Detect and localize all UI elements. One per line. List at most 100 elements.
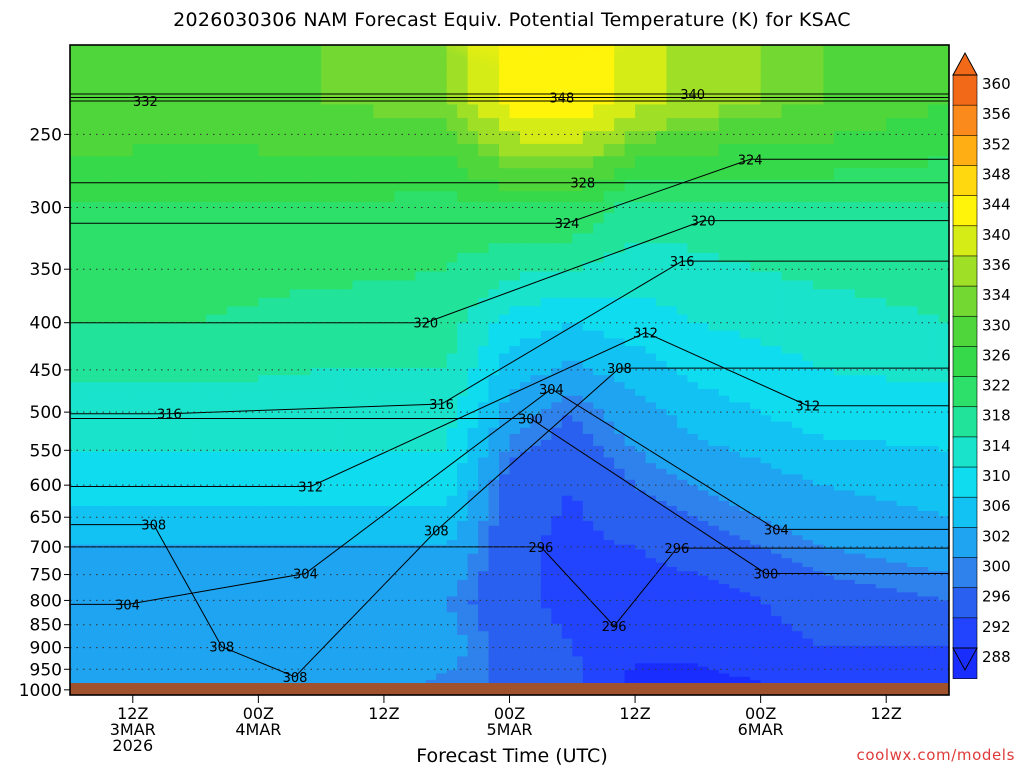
field-cell	[237, 252, 249, 263]
field-cell	[185, 520, 197, 527]
field-cell	[519, 463, 532, 470]
field-cell	[457, 558, 469, 564]
field-cell	[132, 604, 144, 609]
field-cell	[164, 156, 176, 169]
field-cell	[174, 663, 186, 668]
field-cell	[572, 579, 584, 585]
field-cell	[111, 168, 123, 181]
field-cell	[561, 202, 573, 214]
field-cell	[561, 584, 573, 589]
field-cell	[310, 680, 322, 684]
field-cell	[111, 516, 123, 522]
field-cell	[153, 649, 165, 654]
field-cell	[363, 314, 375, 324]
field-cell	[467, 666, 479, 671]
field-cell	[90, 143, 102, 157]
field-cell	[383, 627, 395, 632]
field-cell	[279, 382, 291, 390]
field-cell	[394, 433, 406, 441]
field-cell	[143, 60, 155, 77]
field-cell	[467, 558, 479, 564]
field-cell	[258, 571, 270, 577]
field-cell	[383, 468, 395, 475]
field-cell	[268, 233, 280, 244]
field-cell	[174, 280, 186, 290]
field-cell	[352, 596, 364, 602]
field-cell	[425, 375, 437, 383]
field-cell	[404, 314, 416, 324]
field-cell	[111, 451, 123, 459]
field-cell	[352, 588, 364, 593]
field-cell	[164, 670, 176, 675]
field-cell	[153, 427, 165, 435]
field-cell	[164, 353, 176, 362]
field-cell	[478, 433, 490, 441]
field-cell	[530, 474, 542, 481]
field-cell	[226, 505, 239, 512]
field-cell	[132, 468, 144, 475]
field-cell	[279, 402, 291, 410]
field-cell	[300, 280, 312, 290]
field-cell	[195, 360, 207, 369]
field-cell	[352, 118, 364, 132]
field-cell	[321, 535, 333, 541]
field-cell	[446, 457, 458, 464]
field-cell	[101, 495, 113, 502]
field-cell	[310, 168, 322, 181]
field-cell	[206, 314, 218, 324]
field-cell	[101, 322, 113, 332]
field-cell	[216, 445, 228, 453]
field-cell	[425, 535, 437, 541]
field-cell	[310, 490, 322, 497]
field-cell	[90, 168, 102, 181]
field-cell	[383, 567, 395, 572]
field-cell	[237, 500, 249, 507]
field-cell	[499, 596, 511, 602]
field-cell	[478, 191, 490, 203]
field-cell	[268, 179, 280, 192]
field-cell	[321, 592, 333, 597]
field-cell	[101, 202, 113, 214]
field-cell	[80, 402, 92, 410]
field-cell	[509, 520, 521, 527]
field-cell	[164, 495, 176, 502]
field-cell	[363, 505, 375, 512]
field-cell	[164, 680, 176, 684]
field-cell	[247, 382, 259, 390]
field-cell	[216, 168, 228, 181]
field-cell	[90, 567, 102, 572]
field-cell	[164, 631, 176, 636]
field-cell	[561, 408, 573, 416]
field-cell	[540, 233, 552, 244]
field-cell	[373, 645, 385, 650]
field-cell	[185, 539, 197, 546]
field-cell	[216, 571, 228, 577]
field-cell	[457, 649, 469, 654]
field-cell	[478, 663, 490, 668]
field-cell	[342, 600, 354, 606]
field-cell	[111, 262, 123, 273]
field-cell	[425, 553, 437, 559]
field-cell	[394, 233, 406, 244]
field-cell	[310, 45, 322, 62]
field-cell	[446, 649, 458, 654]
field-cell	[509, 631, 521, 636]
field-cell	[289, 680, 301, 684]
field-cell	[164, 663, 176, 668]
field-cell	[310, 663, 322, 668]
field-cell	[90, 673, 102, 678]
field-cell	[331, 60, 343, 77]
field-cell	[321, 567, 333, 572]
field-cell	[90, 619, 102, 625]
field-cell	[185, 627, 197, 632]
field-cell	[237, 604, 249, 609]
field-cell	[70, 562, 82, 568]
field-cell	[509, 588, 521, 593]
field-cell	[457, 596, 469, 602]
field-cell	[111, 233, 123, 244]
field-cell	[394, 562, 406, 568]
field-cell	[457, 549, 469, 555]
field-cell	[519, 314, 532, 324]
field-cell	[310, 600, 322, 606]
field-cell	[258, 421, 270, 429]
